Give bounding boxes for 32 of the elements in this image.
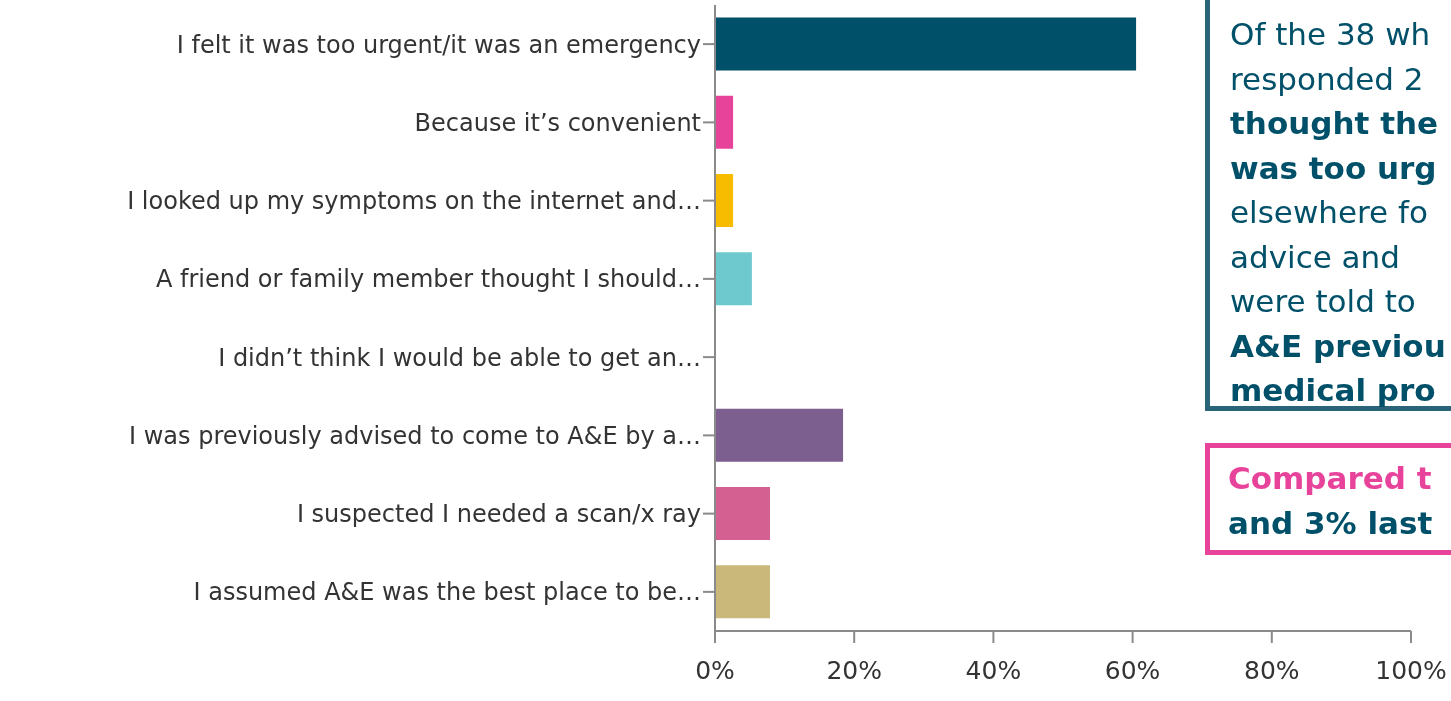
bar xyxy=(715,252,752,306)
x-tick-label: 80% xyxy=(1244,655,1300,685)
annotation: responded 2 xyxy=(1230,59,1425,99)
annotation: were told to xyxy=(1230,282,1417,321)
annotation: A&E previou xyxy=(1230,326,1447,366)
x-tick-label: 40% xyxy=(965,655,1022,685)
annotation: and 3% last xyxy=(1228,503,1434,543)
bar xyxy=(715,17,1137,71)
y-tick-label: I looked up my symptoms on the internet and… xyxy=(127,187,701,216)
annotation: Of the 38 wh xyxy=(1230,15,1432,54)
x-tick-label: 20% xyxy=(826,655,882,685)
bar xyxy=(715,487,770,541)
annotation: advice and xyxy=(1230,237,1401,277)
y-tick-label: I felt it was too urgent/it was an emergency xyxy=(176,30,701,59)
annotation: was too urg xyxy=(1230,148,1438,188)
x-tick-label: 0% xyxy=(695,655,735,685)
y-tick-label: A friend or family member thought I should… xyxy=(156,265,701,294)
bar xyxy=(715,565,770,619)
annotation: Compared t xyxy=(1228,459,1433,498)
y-tick-label: I assumed A&E was the best place to be… xyxy=(193,578,701,607)
bar xyxy=(715,95,734,149)
bar xyxy=(715,408,844,462)
x-tick-label: 60% xyxy=(1104,655,1161,685)
annotation: medical pro xyxy=(1230,371,1437,410)
annotation: thought the xyxy=(1230,104,1440,143)
y-tick-label: I suspected I needed a scan/x ray xyxy=(296,500,701,529)
annotation: elsewhere fo xyxy=(1230,193,1429,232)
bar xyxy=(715,174,734,228)
y-tick-label: I didn’t think I would be able to get an… xyxy=(218,343,701,372)
y-tick-label: Because it’s convenient xyxy=(414,108,701,137)
y-tick-label: I was previously advised to come to A&E by a… xyxy=(128,421,701,450)
x-tick-label: 100% xyxy=(1375,655,1447,685)
